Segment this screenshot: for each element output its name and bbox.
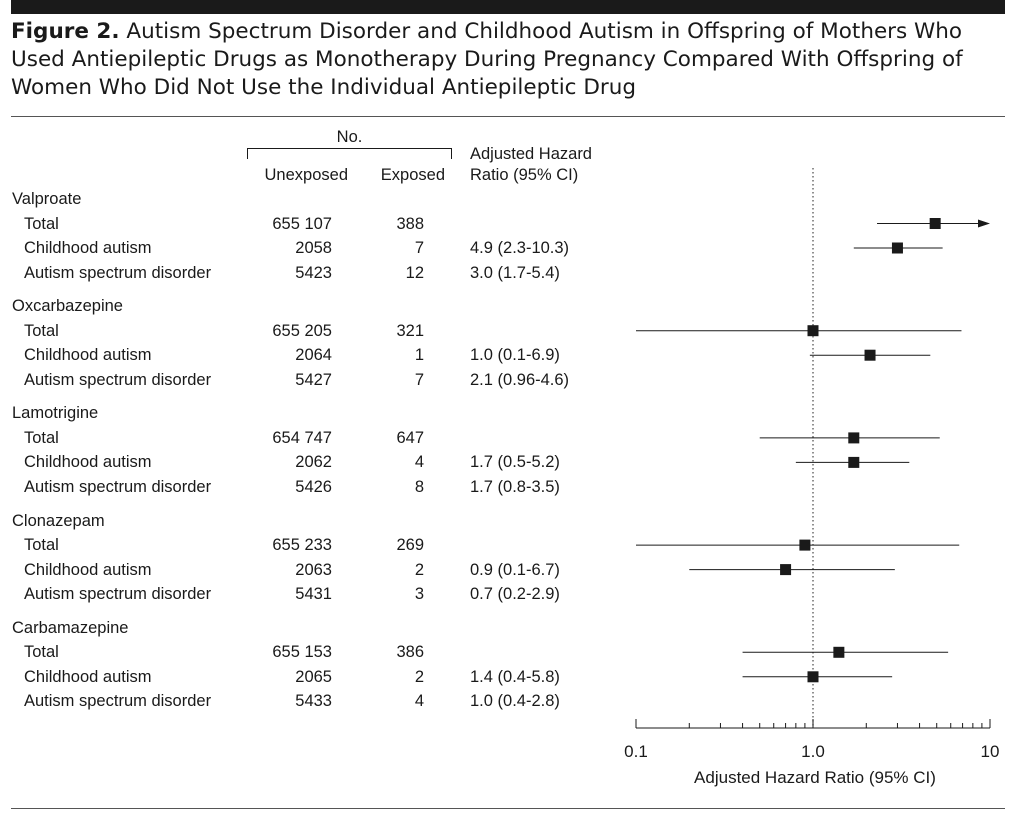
hr-point bbox=[929, 218, 941, 229]
row-label: Total bbox=[24, 643, 59, 662]
row-exposed: 3 bbox=[414, 585, 424, 604]
row-exposed: 269 bbox=[396, 536, 424, 555]
hr-point bbox=[780, 564, 792, 576]
row-exposed: 2 bbox=[414, 667, 424, 686]
row-unexposed: 2062 bbox=[295, 453, 332, 472]
row-unexposed: 655 205 bbox=[272, 321, 332, 340]
row-exposed: 1 bbox=[414, 346, 424, 365]
row-label: Childhood autism bbox=[24, 453, 152, 472]
row-exposed: 7 bbox=[414, 239, 424, 257]
row-label: Total bbox=[24, 428, 59, 447]
row-label: Childhood autism bbox=[24, 346, 152, 365]
row-ci-text: 0.7 (0.2-2.9) bbox=[470, 585, 560, 604]
header-no-bracket bbox=[247, 148, 452, 159]
row-unexposed: 655 107 bbox=[272, 214, 332, 233]
row-unexposed: 2065 bbox=[295, 667, 332, 686]
hr-point bbox=[833, 646, 845, 658]
x-tick-label: 1.0 bbox=[801, 742, 825, 761]
top-bar bbox=[11, 0, 1005, 14]
row-label: Total bbox=[24, 214, 59, 233]
row-label: Autism spectrum disorder bbox=[24, 585, 212, 604]
row-label: Total bbox=[24, 536, 59, 555]
row-label: Autism spectrum disorder bbox=[24, 370, 212, 389]
row-exposed: 386 bbox=[396, 643, 424, 662]
row-label: Total bbox=[24, 321, 59, 340]
row-unexposed: 654 747 bbox=[272, 428, 332, 447]
row-unexposed: 655 233 bbox=[272, 536, 332, 555]
row-ci-text: 0.9 (0.1-6.7) bbox=[470, 560, 560, 579]
row-unexposed: 5433 bbox=[295, 692, 332, 711]
x-tick-label: 0.1 bbox=[624, 742, 648, 761]
row-unexposed: 655 153 bbox=[272, 643, 332, 662]
row-unexposed: 2058 bbox=[295, 239, 332, 257]
row-ci-text: 1.0 (0.1-6.9) bbox=[470, 346, 560, 365]
header-unexposed: Unexposed bbox=[264, 166, 348, 184]
hr-point bbox=[807, 325, 819, 337]
hr-point bbox=[891, 242, 903, 254]
row-exposed: 2 bbox=[414, 560, 424, 579]
hr-point bbox=[799, 539, 811, 551]
row-exposed: 12 bbox=[405, 263, 424, 282]
figure-title: Figure 2. Autism Spectrum Disorder and C… bbox=[11, 18, 1005, 102]
group-name: Oxcarbazepine bbox=[12, 297, 123, 316]
row-label: Childhood autism bbox=[24, 667, 152, 686]
hr-point bbox=[848, 432, 860, 444]
header-ahr-line1: Adjusted Hazard bbox=[470, 145, 592, 163]
row-label: Autism spectrum disorder bbox=[24, 477, 212, 496]
bottom-rule bbox=[11, 808, 1005, 809]
row-unexposed: 5426 bbox=[295, 477, 332, 496]
row-ci-text: 4.9 (2.3-10.3) bbox=[470, 239, 570, 257]
row-exposed: 7 bbox=[414, 370, 424, 389]
row-exposed: 647 bbox=[396, 428, 424, 447]
row-exposed: 4 bbox=[414, 453, 424, 472]
header-no: No. bbox=[336, 128, 363, 146]
row-ci-text: 1.7 (0.8-3.5) bbox=[470, 477, 560, 496]
hr-point bbox=[848, 456, 860, 468]
row-unexposed: 2063 bbox=[295, 560, 332, 579]
header-exposed: Exposed bbox=[380, 166, 445, 184]
row-label: Autism spectrum disorder bbox=[24, 692, 212, 711]
row-unexposed: 5427 bbox=[295, 370, 332, 389]
row-label: Childhood autism bbox=[24, 239, 152, 257]
row-exposed: 4 bbox=[414, 692, 424, 711]
row-ci-text: 1.4 (0.4-5.8) bbox=[470, 667, 560, 686]
row-unexposed: 2064 bbox=[295, 346, 332, 365]
row-exposed: 8 bbox=[414, 477, 424, 496]
row-ci-text: 2.1 (0.96-4.6) bbox=[470, 370, 570, 389]
row-ci-text: 1.0 (0.4-2.8) bbox=[470, 692, 560, 711]
top-rule bbox=[11, 116, 1005, 117]
row-label: Autism spectrum disorder bbox=[24, 263, 212, 282]
group-name: Carbamazepine bbox=[12, 618, 129, 637]
group-name: Clonazepam bbox=[12, 511, 105, 530]
group-name: Valproate bbox=[12, 190, 82, 208]
row-unexposed: 5431 bbox=[295, 585, 332, 604]
row-exposed: 388 bbox=[396, 214, 424, 233]
ci-arrow bbox=[978, 219, 990, 228]
header-ahr-line2: Ratio (95% CI) bbox=[470, 166, 579, 184]
figure-title-text: Autism Spectrum Disorder and Childhood A… bbox=[11, 19, 963, 100]
row-unexposed: 5423 bbox=[295, 263, 332, 282]
hr-point bbox=[807, 671, 819, 683]
row-ci-text: 1.7 (0.5-5.2) bbox=[470, 453, 560, 472]
x-tick-label: 10 bbox=[981, 742, 1000, 761]
figure-label: Figure 2. bbox=[11, 19, 120, 44]
group-name: Lamotrigine bbox=[12, 404, 99, 423]
row-ci-text: 3.0 (1.7-5.4) bbox=[470, 263, 560, 282]
row-label: Childhood autism bbox=[24, 560, 152, 579]
row-exposed: 321 bbox=[396, 321, 424, 340]
hr-point bbox=[864, 349, 876, 361]
x-axis-label: Adjusted Hazard Ratio (95% CI) bbox=[694, 768, 936, 787]
